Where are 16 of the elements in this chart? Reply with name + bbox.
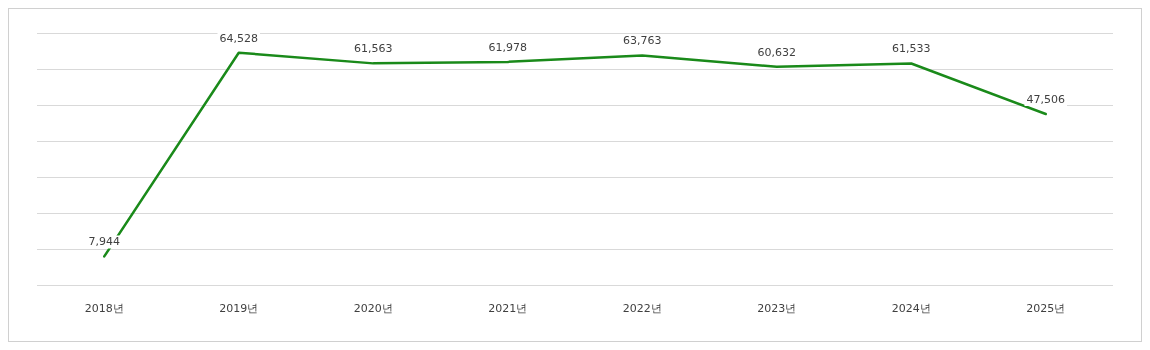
x-tick-label: 2023년 bbox=[757, 302, 797, 315]
x-tick-label: 2022년 bbox=[622, 302, 662, 315]
data-label: 63,763 bbox=[623, 34, 662, 48]
data-label: 61,978 bbox=[488, 40, 527, 54]
x-tick-label: 2018년 bbox=[84, 302, 124, 315]
x-tick-label: 2024년 bbox=[891, 302, 931, 315]
data-label: 64,528 bbox=[219, 31, 258, 45]
x-tick-label: 2020년 bbox=[353, 302, 393, 315]
data-label: 61,563 bbox=[354, 42, 393, 56]
data-label: 47,506 bbox=[1026, 92, 1065, 106]
x-tick-label: 2025년 bbox=[1026, 302, 1066, 315]
data-label: 60,632 bbox=[757, 45, 796, 59]
x-tick-label: 2021년 bbox=[488, 302, 528, 315]
x-tick-label: 2019년 bbox=[219, 302, 259, 315]
data-label: 7,944 bbox=[88, 235, 120, 249]
data-label: 61,533 bbox=[892, 42, 931, 56]
